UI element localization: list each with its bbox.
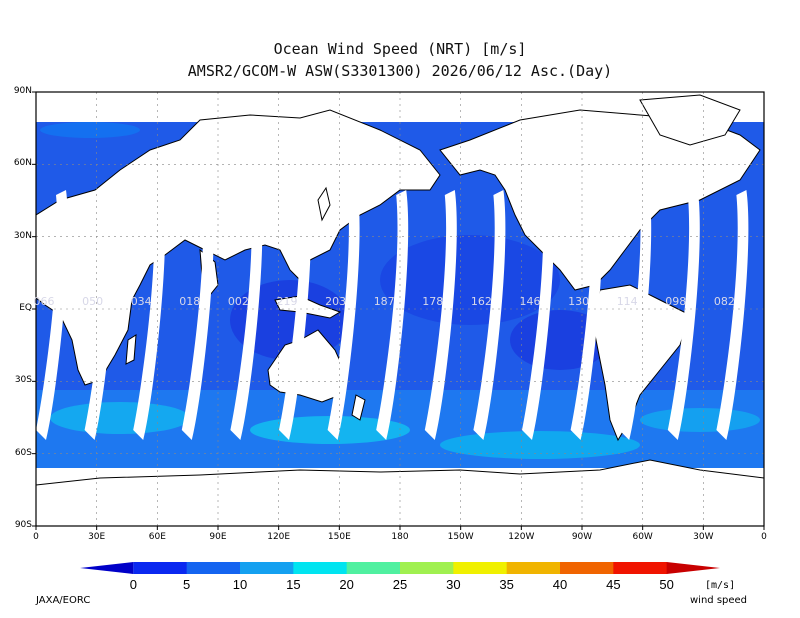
colorbar-segment xyxy=(240,562,294,574)
graticule xyxy=(36,92,764,526)
swath-gap xyxy=(230,190,263,440)
lon-label: 150W xyxy=(447,532,474,542)
high-wind-patch xyxy=(440,431,640,459)
lon-label: 0 xyxy=(33,532,39,542)
orbit-label: 187 xyxy=(373,295,395,308)
greenland xyxy=(639,94,741,146)
colorbar-tick-label: 15 xyxy=(286,577,301,592)
orbit-label: 130 xyxy=(568,295,590,308)
swath-gap xyxy=(570,190,603,440)
colorbar-unit: [m/s] xyxy=(705,580,736,591)
orbit-label: 098 xyxy=(665,295,687,308)
colorbar-tick-label: 25 xyxy=(392,577,408,592)
lon-label: 120W xyxy=(508,532,535,542)
lon-label: 180 xyxy=(391,532,409,542)
colorbar-segment xyxy=(186,562,241,574)
lat-label: 60S xyxy=(14,447,32,458)
lat-label: 90S xyxy=(14,520,32,530)
orbit-label: 203 xyxy=(325,295,347,308)
colorbar-tick-label: 50 xyxy=(659,577,674,592)
colorbar-tick-label: 45 xyxy=(606,577,621,592)
orbit-label: 146 xyxy=(519,295,541,308)
colorbar-segment xyxy=(400,562,454,574)
colorbar-segment xyxy=(80,562,134,574)
lat-label: 60N xyxy=(13,158,32,169)
colorbar-tick-label: 5 xyxy=(183,577,191,592)
lon-label: 90W xyxy=(571,532,593,542)
colorbar-tick-label: 10 xyxy=(232,577,248,592)
colorbar-segment xyxy=(133,562,188,574)
high-wind-patch xyxy=(640,408,760,432)
high-wind-patch xyxy=(40,122,140,138)
map-title: Ocean Wind Speed (NRT) [m/s] xyxy=(273,40,527,58)
orbit-label: 082 xyxy=(713,295,735,308)
lon-label: 120E xyxy=(267,532,291,542)
colorbar xyxy=(80,562,720,574)
lon-label: 30E xyxy=(88,532,106,542)
swath-gap xyxy=(716,190,749,440)
colorbar-tick-label: 20 xyxy=(339,577,354,592)
colorbar-segment xyxy=(453,562,508,574)
orbit-label: 114 xyxy=(616,295,638,308)
high-wind-patch xyxy=(50,402,190,434)
axis-ticks xyxy=(32,91,765,530)
orbit-label: 018 xyxy=(179,295,201,308)
colorbar-segment xyxy=(666,562,720,574)
japan xyxy=(317,186,331,222)
lon-label: 30W xyxy=(693,532,714,542)
swath-gap xyxy=(667,190,700,440)
colorbar-segment xyxy=(613,562,668,574)
swath-gap xyxy=(327,190,360,440)
swath-gap xyxy=(84,190,117,440)
lon-label: 90E xyxy=(209,532,227,542)
madagascar xyxy=(125,334,137,365)
orbit-label: 178 xyxy=(422,295,444,308)
lat-label: 30S xyxy=(14,375,32,386)
swath-gap xyxy=(376,190,409,440)
new-zealand xyxy=(351,394,366,421)
orbit-label: 066 xyxy=(33,295,55,308)
colorbar-segment xyxy=(293,562,348,574)
colorbar-segment xyxy=(506,562,561,574)
colorbar-segment xyxy=(346,562,401,574)
lon-label: 60E xyxy=(148,532,166,542)
orbit-label: 002 xyxy=(227,295,249,308)
orbit-label: 034 xyxy=(130,295,152,308)
swath-gap xyxy=(133,190,166,440)
lat-label: 90N xyxy=(13,86,32,96)
map-subtitle: AMSR2/GCOM-W ASW(S3301300) 2026/06/12 As… xyxy=(187,62,613,80)
lat-label: EQ xyxy=(19,303,32,313)
colorbar-tick-label: 30 xyxy=(446,577,461,592)
colorbar-segment xyxy=(560,562,614,574)
colorbar-tick-label: 0 xyxy=(129,577,137,592)
swath-gaps xyxy=(36,190,749,440)
credit-label: JAXA/EORC xyxy=(36,595,91,606)
calm-patch xyxy=(380,235,560,325)
lon-label: 150E xyxy=(327,532,351,542)
swath-gap xyxy=(424,190,457,440)
swath-gap xyxy=(279,190,311,440)
lon-label: 0 xyxy=(761,532,767,542)
lon-label: 60W xyxy=(632,532,653,542)
colorbar-name: wind speed xyxy=(690,595,748,606)
colorbar-tick-label: 35 xyxy=(499,577,514,592)
orbit-label: 050 xyxy=(82,295,104,308)
swath-gap xyxy=(473,190,506,440)
swath-gap xyxy=(181,190,214,440)
swath-gap xyxy=(522,190,554,440)
colorbar-tick-label: 40 xyxy=(552,577,568,592)
lat-label: 30N xyxy=(13,230,32,241)
orbit-label: 219 xyxy=(276,295,298,308)
swath-gap xyxy=(36,190,68,440)
orbit-label: 162 xyxy=(470,295,492,308)
swath-gap xyxy=(619,190,652,440)
